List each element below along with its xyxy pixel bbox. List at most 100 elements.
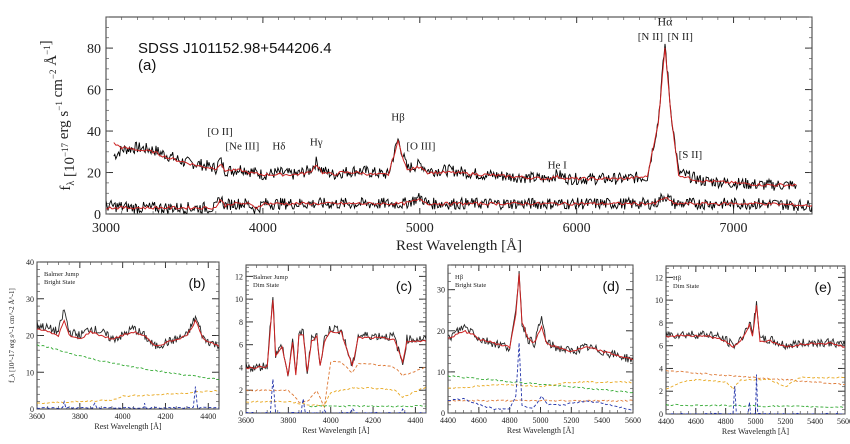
x-axis-label: Rest Wavelength [Å] bbox=[722, 427, 790, 436]
x-axis-label: Rest Wavelength [Å] bbox=[507, 426, 575, 435]
panel-annotation: Hβ bbox=[455, 274, 464, 281]
series-host-galaxy bbox=[37, 389, 219, 405]
x-tick-label: 3000 bbox=[92, 221, 120, 236]
series-dim-state-model bbox=[106, 197, 812, 210]
series-power-law-continuum bbox=[666, 376, 845, 391]
series-emission-lines bbox=[246, 379, 426, 413]
x-tick-label: 6000 bbox=[563, 221, 591, 236]
y-tick-label: 30 bbox=[26, 295, 34, 304]
line-label: [Ne III] bbox=[225, 141, 259, 153]
panel-c: 3600 3800 4000 4200 4400 0 2 4 6 8 10 12 Rest Wavele… bbox=[235, 264, 427, 435]
y-axis-label-part: −2 bbox=[48, 70, 58, 80]
y-tick-label: 0 bbox=[659, 410, 663, 419]
panel-label: (c) bbox=[396, 278, 412, 294]
series-host-galaxy bbox=[448, 380, 633, 389]
series-balmer-continuum bbox=[666, 403, 845, 408]
line-label: [N II] bbox=[638, 31, 663, 43]
y-axis-label-part: −17 bbox=[60, 142, 70, 157]
line-label: [N II] bbox=[668, 31, 693, 43]
chart-title: SDSS J101152.98+544206.4 bbox=[138, 40, 332, 57]
x-tick-label: 3800 bbox=[72, 412, 88, 421]
series-power-law-continuum bbox=[448, 375, 633, 394]
y-tick-label: 4 bbox=[239, 363, 243, 372]
panel-annotation: Balmer Jump bbox=[253, 274, 288, 281]
y-tick-label: 20 bbox=[87, 167, 101, 182]
x-tick-label: 5000 bbox=[406, 221, 434, 236]
x-tick-label: 5400 bbox=[594, 416, 610, 425]
y-tick-label: 10 bbox=[655, 296, 663, 305]
y-tick-label: 40 bbox=[87, 125, 101, 140]
x-tick-label: 3600 bbox=[238, 416, 254, 425]
y-tick-label: 80 bbox=[87, 42, 101, 57]
y-axis-label-part: [10 bbox=[62, 157, 78, 181]
x-tick-label: 7000 bbox=[720, 221, 748, 236]
x-tick-label: 4800 bbox=[502, 416, 518, 425]
panel-label: (d) bbox=[602, 278, 619, 294]
x-tick-label: 3600 bbox=[29, 412, 45, 421]
x-tick-label: 4200 bbox=[157, 412, 173, 421]
series-emission-lines bbox=[666, 374, 845, 414]
x-tick-label: 5200 bbox=[777, 417, 793, 426]
y-tick-label: 0 bbox=[94, 208, 101, 223]
y-tick-label: 20 bbox=[437, 327, 445, 336]
y-axis-label-part: −1 bbox=[54, 101, 64, 111]
series-host-galaxy bbox=[666, 369, 845, 386]
series-group bbox=[106, 43, 812, 214]
y-tick-label: 40 bbox=[26, 258, 34, 267]
y-axis-label-part: −1 bbox=[42, 45, 52, 55]
panel-label: (e) bbox=[814, 279, 831, 295]
series-bright-state-model bbox=[113, 47, 797, 188]
x-tick-label: 3800 bbox=[280, 416, 296, 425]
series-model bbox=[448, 273, 633, 361]
x-tick-label: 4400 bbox=[440, 416, 456, 425]
x-tick-label: 4000 bbox=[115, 412, 131, 421]
series-data bbox=[666, 301, 845, 351]
y-tick-label: 2 bbox=[239, 386, 243, 395]
panel-annotation: Dim State bbox=[253, 282, 279, 289]
series-group bbox=[37, 309, 219, 409]
y-tick-label: 6 bbox=[659, 342, 663, 351]
x-tick-label: 5000 bbox=[533, 416, 549, 425]
series-power-law-continuum bbox=[246, 386, 426, 407]
series-host-galaxy bbox=[246, 360, 426, 409]
x-tick-label: 5200 bbox=[563, 416, 579, 425]
x-tick-label: 4600 bbox=[688, 417, 704, 426]
y-tick-label: 0 bbox=[30, 405, 34, 414]
y-tick-label: 10 bbox=[437, 368, 445, 377]
y-axis-label-part: erg s bbox=[56, 111, 72, 143]
x-tick-label: 5600 bbox=[837, 417, 850, 426]
panel-label: (b) bbox=[188, 275, 205, 291]
panel-annotation: Balmer Jump bbox=[44, 271, 79, 278]
series-data bbox=[37, 309, 219, 350]
series-group bbox=[666, 301, 845, 414]
x-tick-label: 5600 bbox=[625, 416, 641, 425]
x-tick-label: 4400 bbox=[407, 416, 423, 425]
x-tick-label: 4400 bbox=[658, 417, 674, 426]
y-tick-label: 12 bbox=[235, 272, 243, 281]
y-tick-label: 6 bbox=[239, 341, 243, 350]
panel-label: (a) bbox=[138, 57, 156, 74]
panel-e: 4400 4600 4800 5000 5200 5400 5600 0 2 4 6 8 10 12 Res… bbox=[655, 265, 850, 436]
series-group bbox=[246, 296, 426, 413]
panel-annotation: Dim State bbox=[673, 283, 699, 290]
series-model bbox=[246, 300, 426, 376]
x-tick-label: 4400 bbox=[200, 412, 216, 421]
x-tick-label: 4000 bbox=[249, 221, 277, 236]
line-label: [S II] bbox=[679, 149, 703, 161]
y-tick-label: 2 bbox=[659, 387, 663, 396]
y-tick-label: 30 bbox=[437, 286, 445, 295]
line-label: [O III] bbox=[406, 141, 435, 153]
series-balmer-continuum bbox=[309, 404, 426, 408]
series-model bbox=[666, 305, 845, 348]
series-data bbox=[448, 270, 633, 363]
panel-annotation: Bright State bbox=[44, 279, 75, 286]
series-power-law-continuum bbox=[37, 344, 219, 381]
line-label: He I bbox=[548, 159, 568, 171]
panel-b: 3600 3800 4000 4200 4400 0 10 20 30 40 Rest Wavele… bbox=[8, 258, 220, 431]
y-tick-label: 8 bbox=[239, 318, 243, 327]
series-emission-lines bbox=[37, 386, 219, 409]
y-tick-label: 8 bbox=[659, 319, 663, 328]
line-label: Hγ bbox=[310, 137, 323, 149]
x-tick-label: 5400 bbox=[807, 417, 823, 426]
